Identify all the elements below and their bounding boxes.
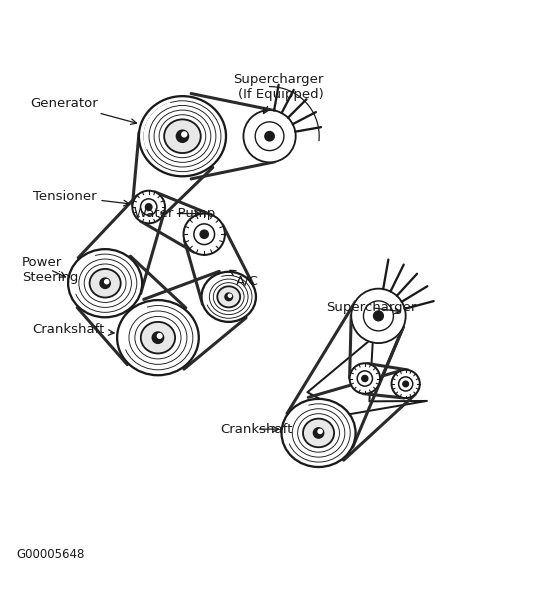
Ellipse shape	[164, 120, 201, 153]
Text: Tensioner: Tensioner	[32, 190, 129, 206]
Circle shape	[100, 278, 111, 289]
Ellipse shape	[117, 300, 199, 375]
Ellipse shape	[217, 286, 240, 307]
Ellipse shape	[141, 322, 175, 353]
Circle shape	[184, 214, 225, 255]
Circle shape	[244, 110, 296, 162]
Circle shape	[351, 289, 406, 343]
Text: Water Pump: Water Pump	[134, 207, 215, 220]
Circle shape	[403, 381, 409, 387]
Text: A/C: A/C	[230, 270, 258, 287]
Circle shape	[265, 132, 274, 141]
Circle shape	[200, 230, 208, 239]
Circle shape	[182, 132, 186, 137]
Circle shape	[104, 279, 109, 284]
Text: Supercharger: Supercharger	[326, 301, 416, 314]
Text: Power
Steering: Power Steering	[22, 256, 78, 284]
Ellipse shape	[303, 418, 334, 447]
Circle shape	[373, 311, 383, 321]
Circle shape	[362, 375, 368, 381]
Circle shape	[133, 191, 165, 223]
Circle shape	[225, 293, 233, 301]
Text: G00005648: G00005648	[16, 548, 85, 561]
Ellipse shape	[90, 269, 120, 298]
Circle shape	[392, 370, 420, 398]
Circle shape	[152, 332, 164, 343]
Circle shape	[350, 364, 380, 393]
Text: Generator: Generator	[30, 97, 136, 124]
Circle shape	[177, 130, 189, 142]
Ellipse shape	[201, 272, 256, 322]
Ellipse shape	[139, 96, 226, 176]
Ellipse shape	[68, 249, 142, 317]
Circle shape	[318, 429, 322, 434]
Text: Crankshaft: Crankshaft	[32, 323, 114, 336]
Circle shape	[157, 334, 162, 338]
Circle shape	[314, 428, 324, 438]
Text: Supercharger
(If Equipped): Supercharger (If Equipped)	[234, 73, 324, 113]
Ellipse shape	[282, 399, 356, 467]
Text: Crankshaft: Crankshaft	[221, 423, 293, 436]
Circle shape	[145, 204, 152, 210]
Circle shape	[228, 294, 232, 297]
